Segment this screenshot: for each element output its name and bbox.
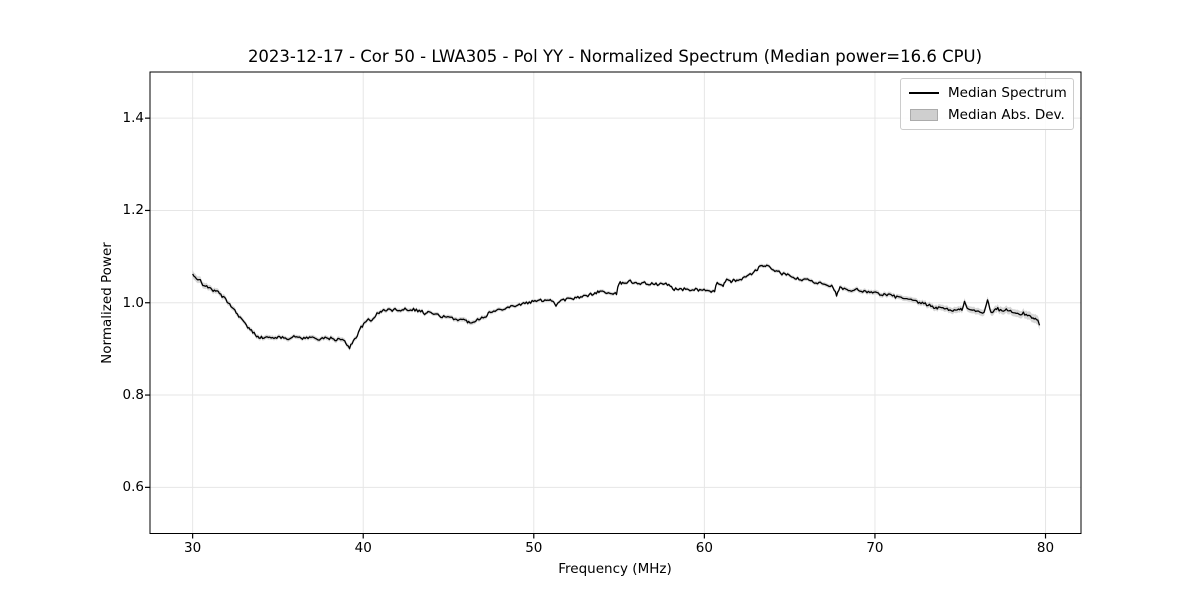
x-tick-label: 60: [695, 540, 713, 556]
x-tick-label: 80: [1036, 540, 1055, 556]
x-tick-label: 30: [184, 540, 202, 556]
chart-title: 2023-12-17 - Cor 50 - LWA305 - Pol YY - …: [247, 47, 983, 66]
x-tick-label: 70: [866, 540, 884, 556]
legend-label: Median Spectrum: [948, 84, 1067, 101]
legend-entry-median-abs-dev: Median Abs. Dev.: [909, 106, 1065, 123]
x-tick-label: 50: [525, 540, 543, 556]
x-axis-label: Frequency (MHz): [558, 561, 672, 577]
y-tick-label: 1.2: [122, 202, 144, 219]
legend: Median Spectrum Median Abs. Dev.: [900, 78, 1074, 130]
legend-label: Median Abs. Dev.: [948, 106, 1065, 123]
legend-line-sample-icon: [909, 91, 939, 94]
x-tick-label: 40: [354, 540, 372, 556]
y-axis-label: Normalized Power: [99, 242, 115, 364]
y-tick-label: 1.4: [122, 110, 144, 127]
legend-entry-median-spectrum: Median Spectrum: [909, 84, 1067, 101]
y-tick-label: 0.6: [122, 479, 144, 496]
y-tick-label: 0.8: [122, 387, 144, 404]
legend-patch-sample-icon: [909, 108, 939, 121]
y-tick-label: 1.0: [122, 294, 144, 311]
